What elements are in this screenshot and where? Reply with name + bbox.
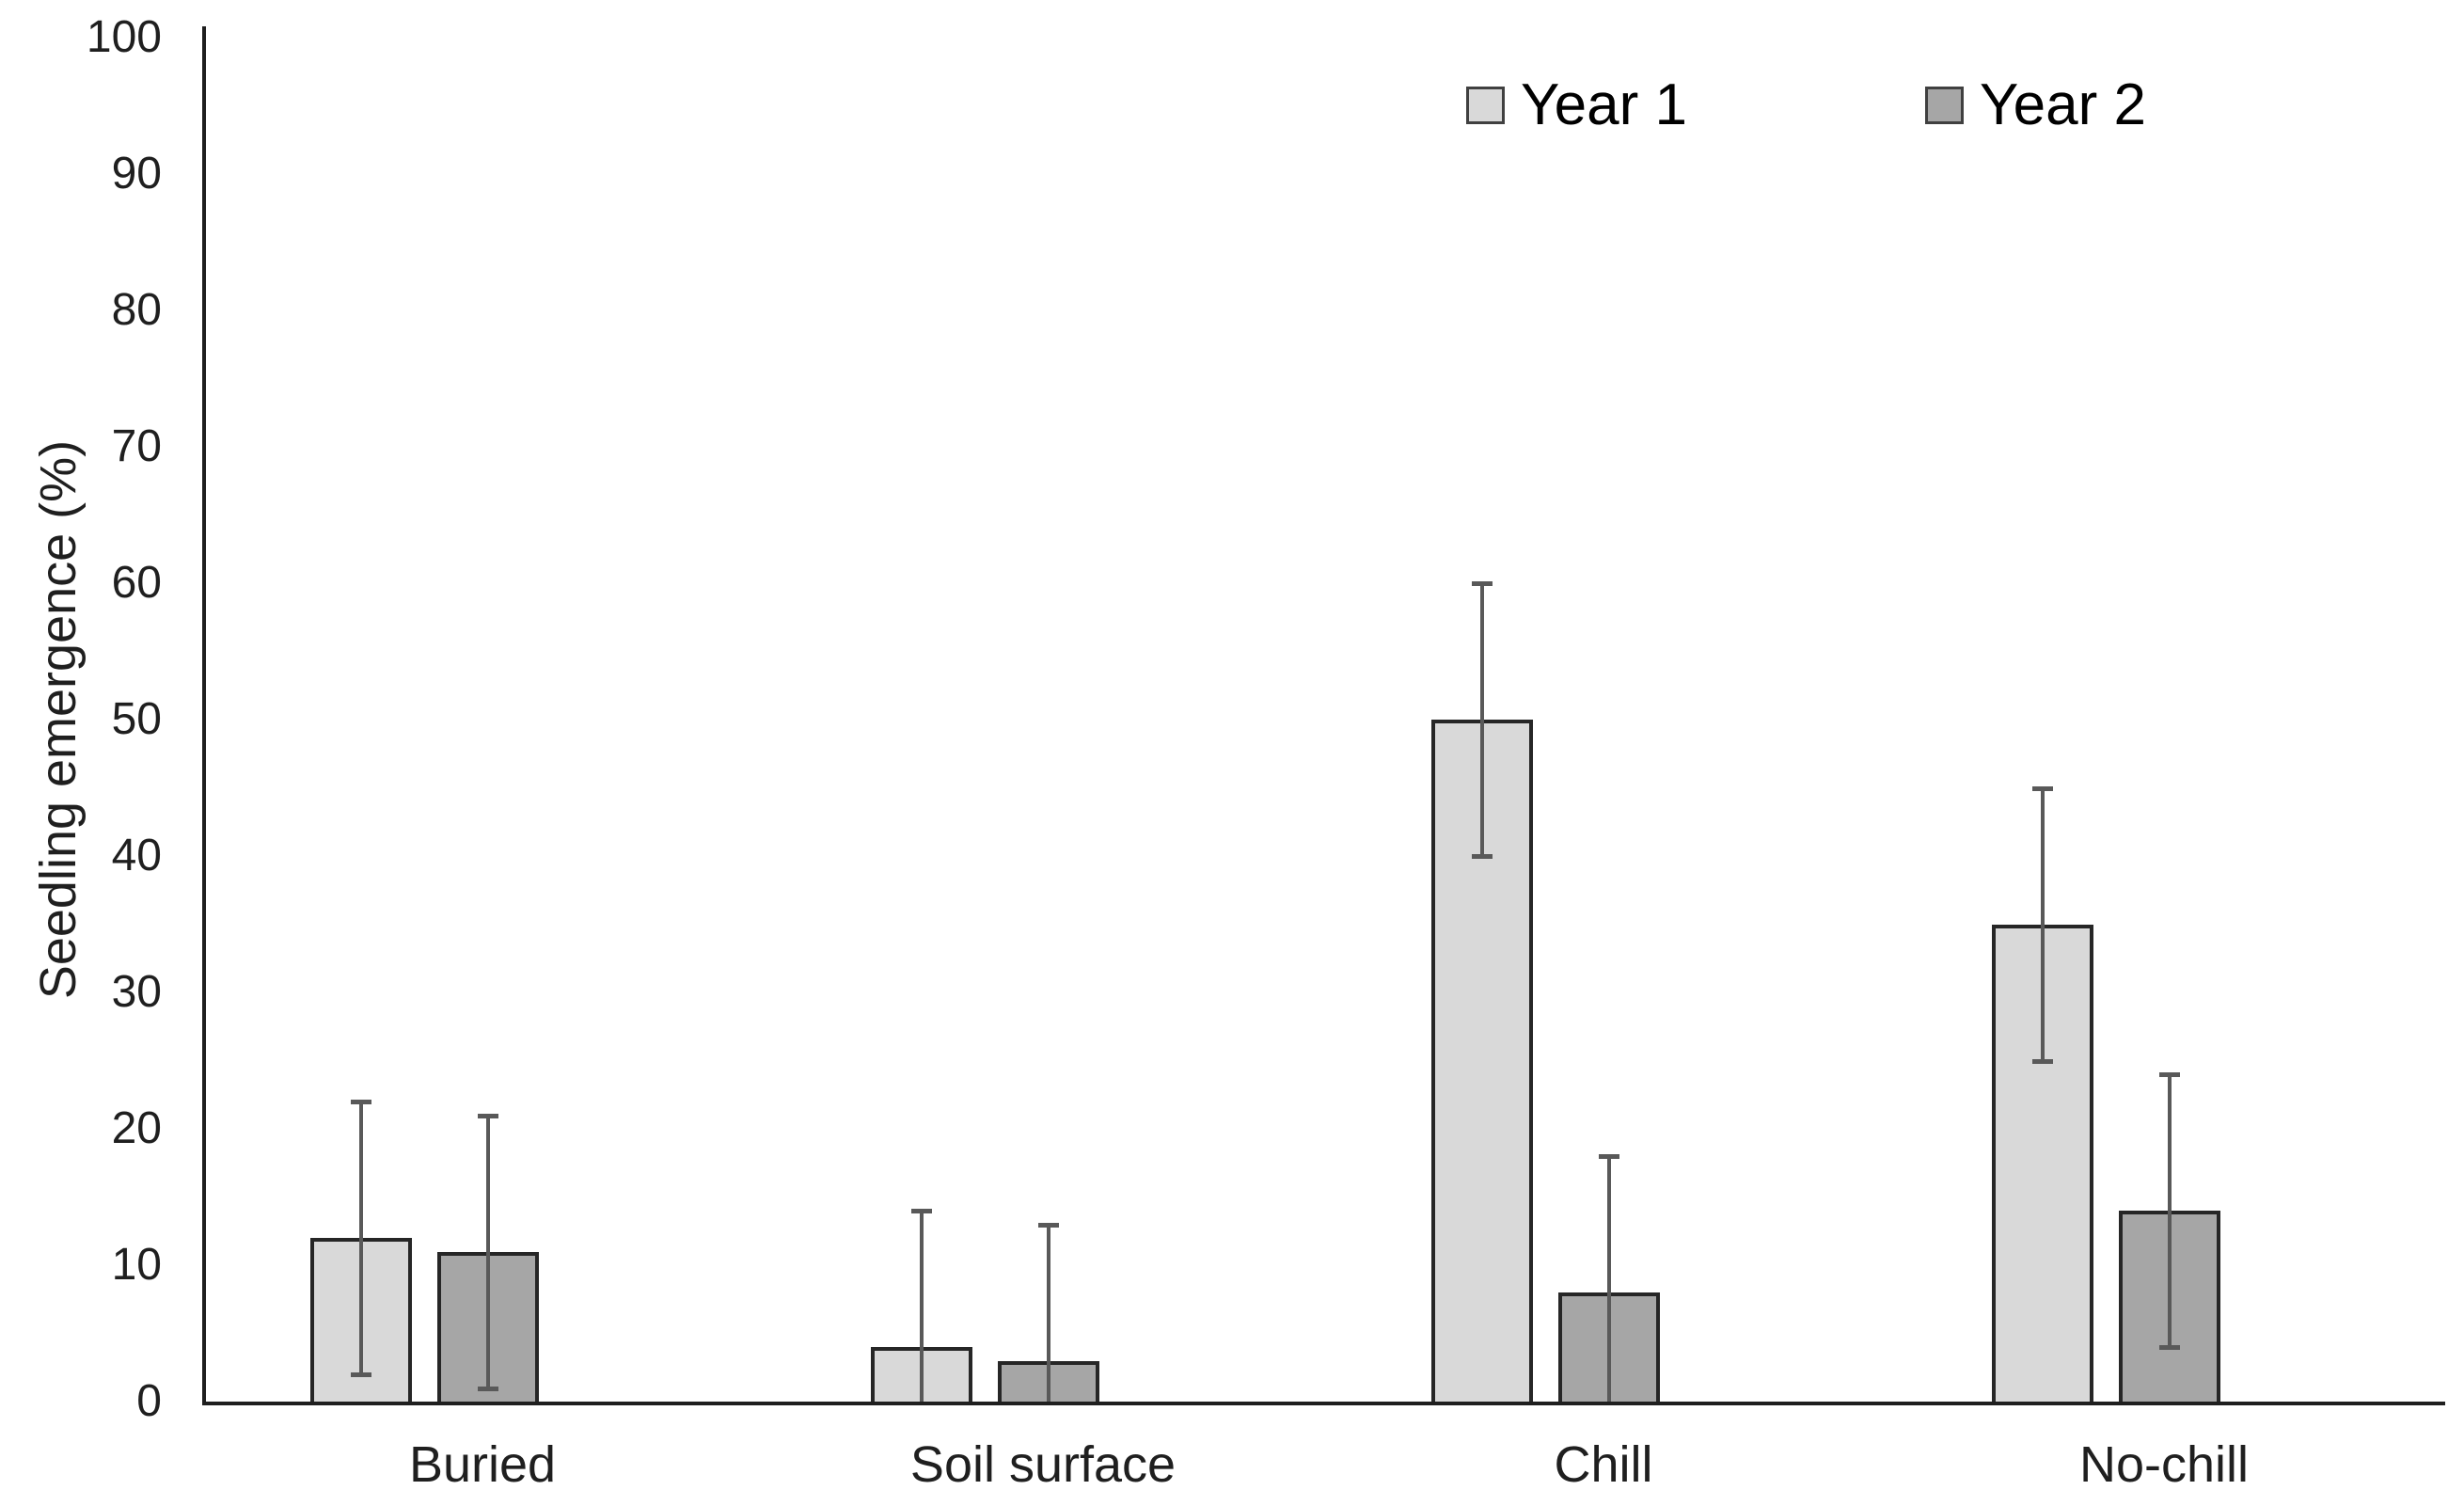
error-cap-upper-chill-year-1 <box>1471 581 1493 586</box>
error-bar-chill-year-2 <box>1606 1156 1611 1402</box>
y-axis-tick-label-30: 30 <box>111 967 162 1017</box>
error-bar-soil-surface-year-2 <box>1046 1224 1050 1402</box>
y-axis-tick-label-60: 60 <box>111 558 162 608</box>
error-cap-upper-soil-surface-year-1 <box>910 1209 932 1213</box>
error-bar-chill-year-1 <box>1479 583 1484 856</box>
x-axis-category-label-no-chill: No-chill <box>2078 1436 2250 1493</box>
y-axis-tick-label-100: 100 <box>86 12 162 62</box>
legend-swatch-year-1 <box>1466 87 1505 124</box>
error-bar-soil-surface-year-1 <box>919 1211 924 1402</box>
y-axis-tick-label-0: 0 <box>136 1376 162 1426</box>
y-axis-tick-label-90: 90 <box>111 149 162 198</box>
error-cap-upper-buried-year-2 <box>477 1113 498 1118</box>
y-axis-tick-label-50: 50 <box>111 694 162 744</box>
error-cap-lower-buried-year-1 <box>350 1372 371 1377</box>
error-cap-upper-soil-surface-year-2 <box>1037 1222 1059 1228</box>
error-bar-no-chill-year-1 <box>2040 787 2045 1061</box>
error-cap-lower-no-chill-year-2 <box>2158 1345 2180 1350</box>
error-cap-upper-no-chill-year-1 <box>2031 785 2053 791</box>
legend-label-year-1: Year 1 <box>1521 72 1687 137</box>
error-bar-buried-year-1 <box>358 1102 363 1374</box>
x-axis-category-label-buried: Buried <box>408 1436 557 1493</box>
error-bar-buried-year-2 <box>485 1115 490 1388</box>
y-axis-tick-label-20: 20 <box>111 1103 162 1153</box>
legend-label-year-2: Year 2 <box>1980 72 2146 137</box>
y-axis-tick-label-80: 80 <box>111 285 162 335</box>
error-cap-upper-chill-year-2 <box>1598 1154 1619 1159</box>
error-bar-no-chill-year-2 <box>2167 1074 2172 1347</box>
legend-swatch-year-2 <box>1925 87 1964 124</box>
error-cap-upper-no-chill-year-2 <box>2158 1072 2180 1077</box>
y-axis-line <box>202 26 206 1405</box>
x-axis-category-label-chill: Chill <box>1554 1436 1653 1493</box>
error-cap-upper-buried-year-1 <box>350 1100 371 1104</box>
error-cap-lower-buried-year-2 <box>477 1386 498 1391</box>
error-cap-lower-chill-year-1 <box>1471 854 1493 859</box>
y-axis-tick-label-70: 70 <box>111 421 162 471</box>
legend-item-year-1: Year 1 <box>1466 76 1687 135</box>
x-axis-category-label-soil-surface: Soil surface <box>909 1436 1177 1493</box>
y-axis-tick-label-40: 40 <box>111 831 162 880</box>
error-cap-lower-no-chill-year-1 <box>2031 1058 2053 1064</box>
x-axis-line <box>202 1402 2445 1405</box>
y-axis-tick-label-10: 10 <box>111 1240 162 1290</box>
legend-item-year-2: Year 2 <box>1925 76 2146 135</box>
